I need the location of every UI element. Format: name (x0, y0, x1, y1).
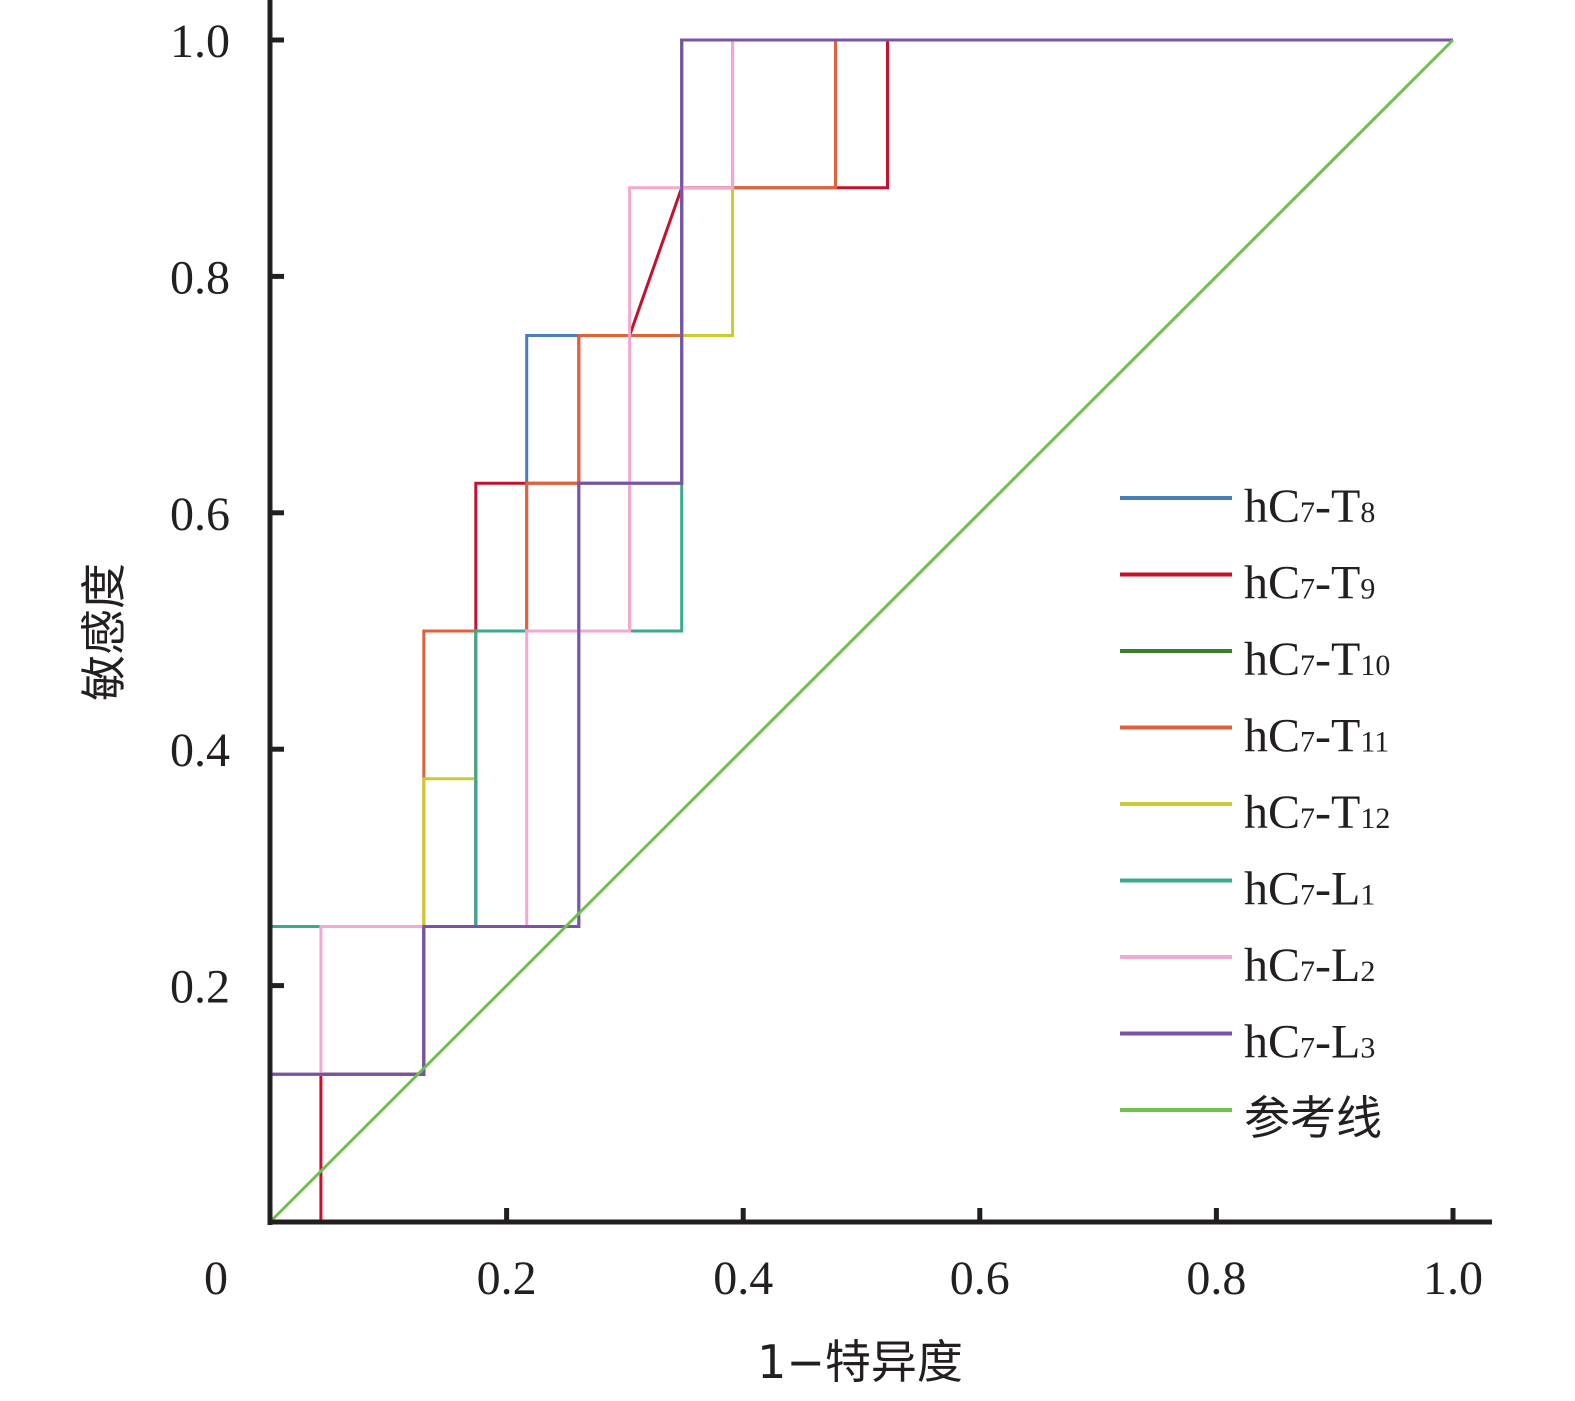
x-tick-label: 0 (204, 1252, 228, 1305)
x-tick-label: 0.8 (1186, 1252, 1246, 1305)
y-axis-title: 敏感度 (77, 563, 131, 701)
legend-label: hC7-L2 (1244, 939, 1375, 992)
x-axis-title: 1−特异度 (757, 1335, 963, 1389)
series-line-9 (268, 38, 1455, 1224)
legend-label: 参考线 (1244, 1091, 1382, 1145)
legend-label: hC7-T10 (1244, 633, 1390, 686)
y-tick-label: 0.6 (170, 488, 230, 541)
axes-layer (267, 0, 1492, 1225)
x-tick-label: 0.2 (477, 1252, 537, 1305)
series-layer (268, 38, 1455, 1224)
x-tick-label: 1.0 (1423, 1252, 1483, 1305)
legend-label: hC7-L3 (1244, 1016, 1375, 1069)
y-tick-label: 0.8 (170, 251, 230, 304)
legend: hC7-T8 hC7-T9 hC7-T10 hC7-T11 hC7-T12 hC7-L1 h… (1120, 480, 1390, 1145)
ticks-layer: 0 0.2 0.4 0.6 0.8 1.0 0.2 0.4 0.6 0.8 1.0 (170, 15, 1483, 1305)
legend-label: hC7-T9 (1244, 557, 1375, 610)
legend-label: hC7-T11 (1244, 710, 1389, 763)
x-tick-label: 0.4 (713, 1252, 773, 1305)
series-line-8 (268, 38, 1453, 1222)
y-tick-label: 1.0 (170, 15, 230, 68)
x-tick-label: 0.6 (950, 1252, 1010, 1305)
legend-label: hC7-T12 (1244, 786, 1390, 839)
y-tick-label: 0.4 (170, 724, 230, 777)
y-tick-label: 0.2 (170, 961, 230, 1014)
legend-label: hC7-T8 (1244, 480, 1375, 533)
legend-label: hC7-L1 (1244, 863, 1375, 916)
